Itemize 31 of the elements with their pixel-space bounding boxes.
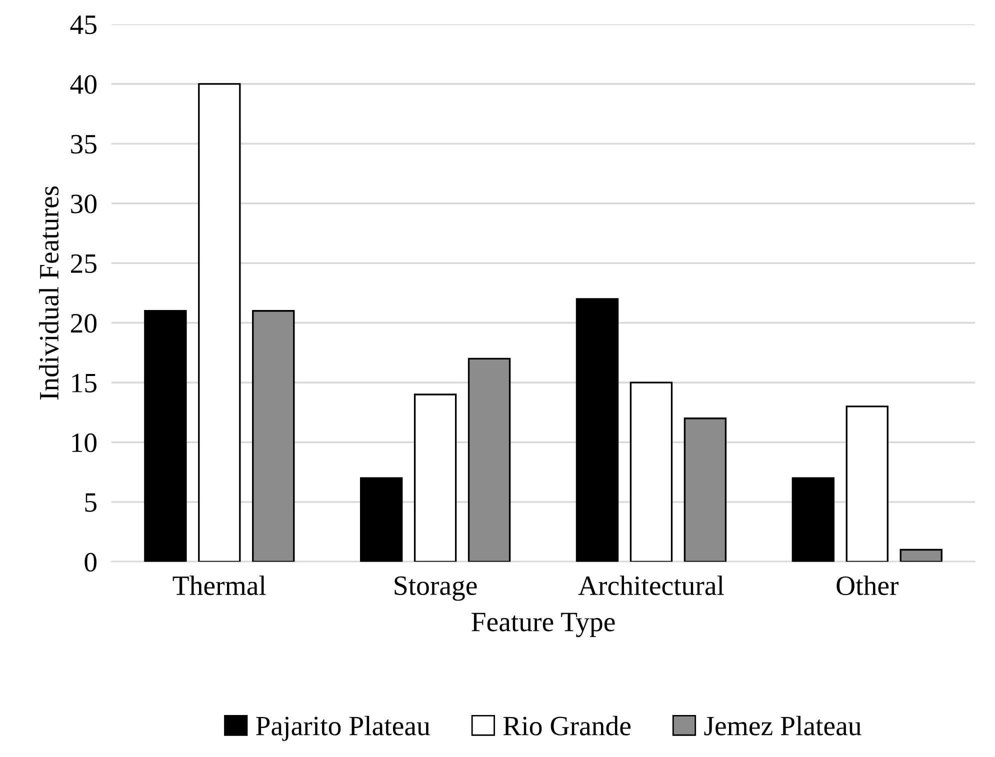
- y-tick-label: 30: [71, 194, 96, 214]
- x-tick-label: Other: [836, 576, 899, 596]
- bar: [792, 477, 835, 562]
- bar: [900, 548, 942, 562]
- bar: [360, 477, 403, 562]
- y-tick-label: 20: [70, 314, 96, 333]
- bar: [468, 358, 511, 562]
- bar: [198, 83, 241, 562]
- bar: [630, 382, 673, 562]
- y-tick-label: 40: [70, 75, 96, 94]
- y-tick-label: 5: [85, 493, 96, 512]
- y-tick-label: 45: [70, 16, 96, 34]
- bar: [684, 418, 727, 562]
- y-tick-label: 35: [71, 134, 96, 154]
- y-tick-label: 10: [72, 433, 96, 452]
- bar: [576, 298, 619, 562]
- y-tick-label: 0: [84, 552, 96, 572]
- y-tick-label: 25: [70, 254, 96, 274]
- bar: [144, 310, 187, 562]
- x-tick-label: Thermal: [172, 576, 266, 596]
- y-tick-label: 15: [72, 374, 96, 392]
- bar: [252, 310, 295, 562]
- bar: [846, 406, 888, 562]
- bar: [414, 394, 457, 562]
- legend-label: Jemez Plateau: [704, 716, 862, 736]
- x-tick-label: Architectural: [578, 576, 724, 596]
- x-tick-label: Storage: [394, 576, 477, 601]
- legend-label: Rio Grande: [503, 716, 630, 736]
- y-axis-title: Individual Features: [39, 186, 59, 400]
- legend-label: Pajarito Plateau: [256, 716, 430, 742]
- x-axis-title: Feature Type: [472, 612, 615, 638]
